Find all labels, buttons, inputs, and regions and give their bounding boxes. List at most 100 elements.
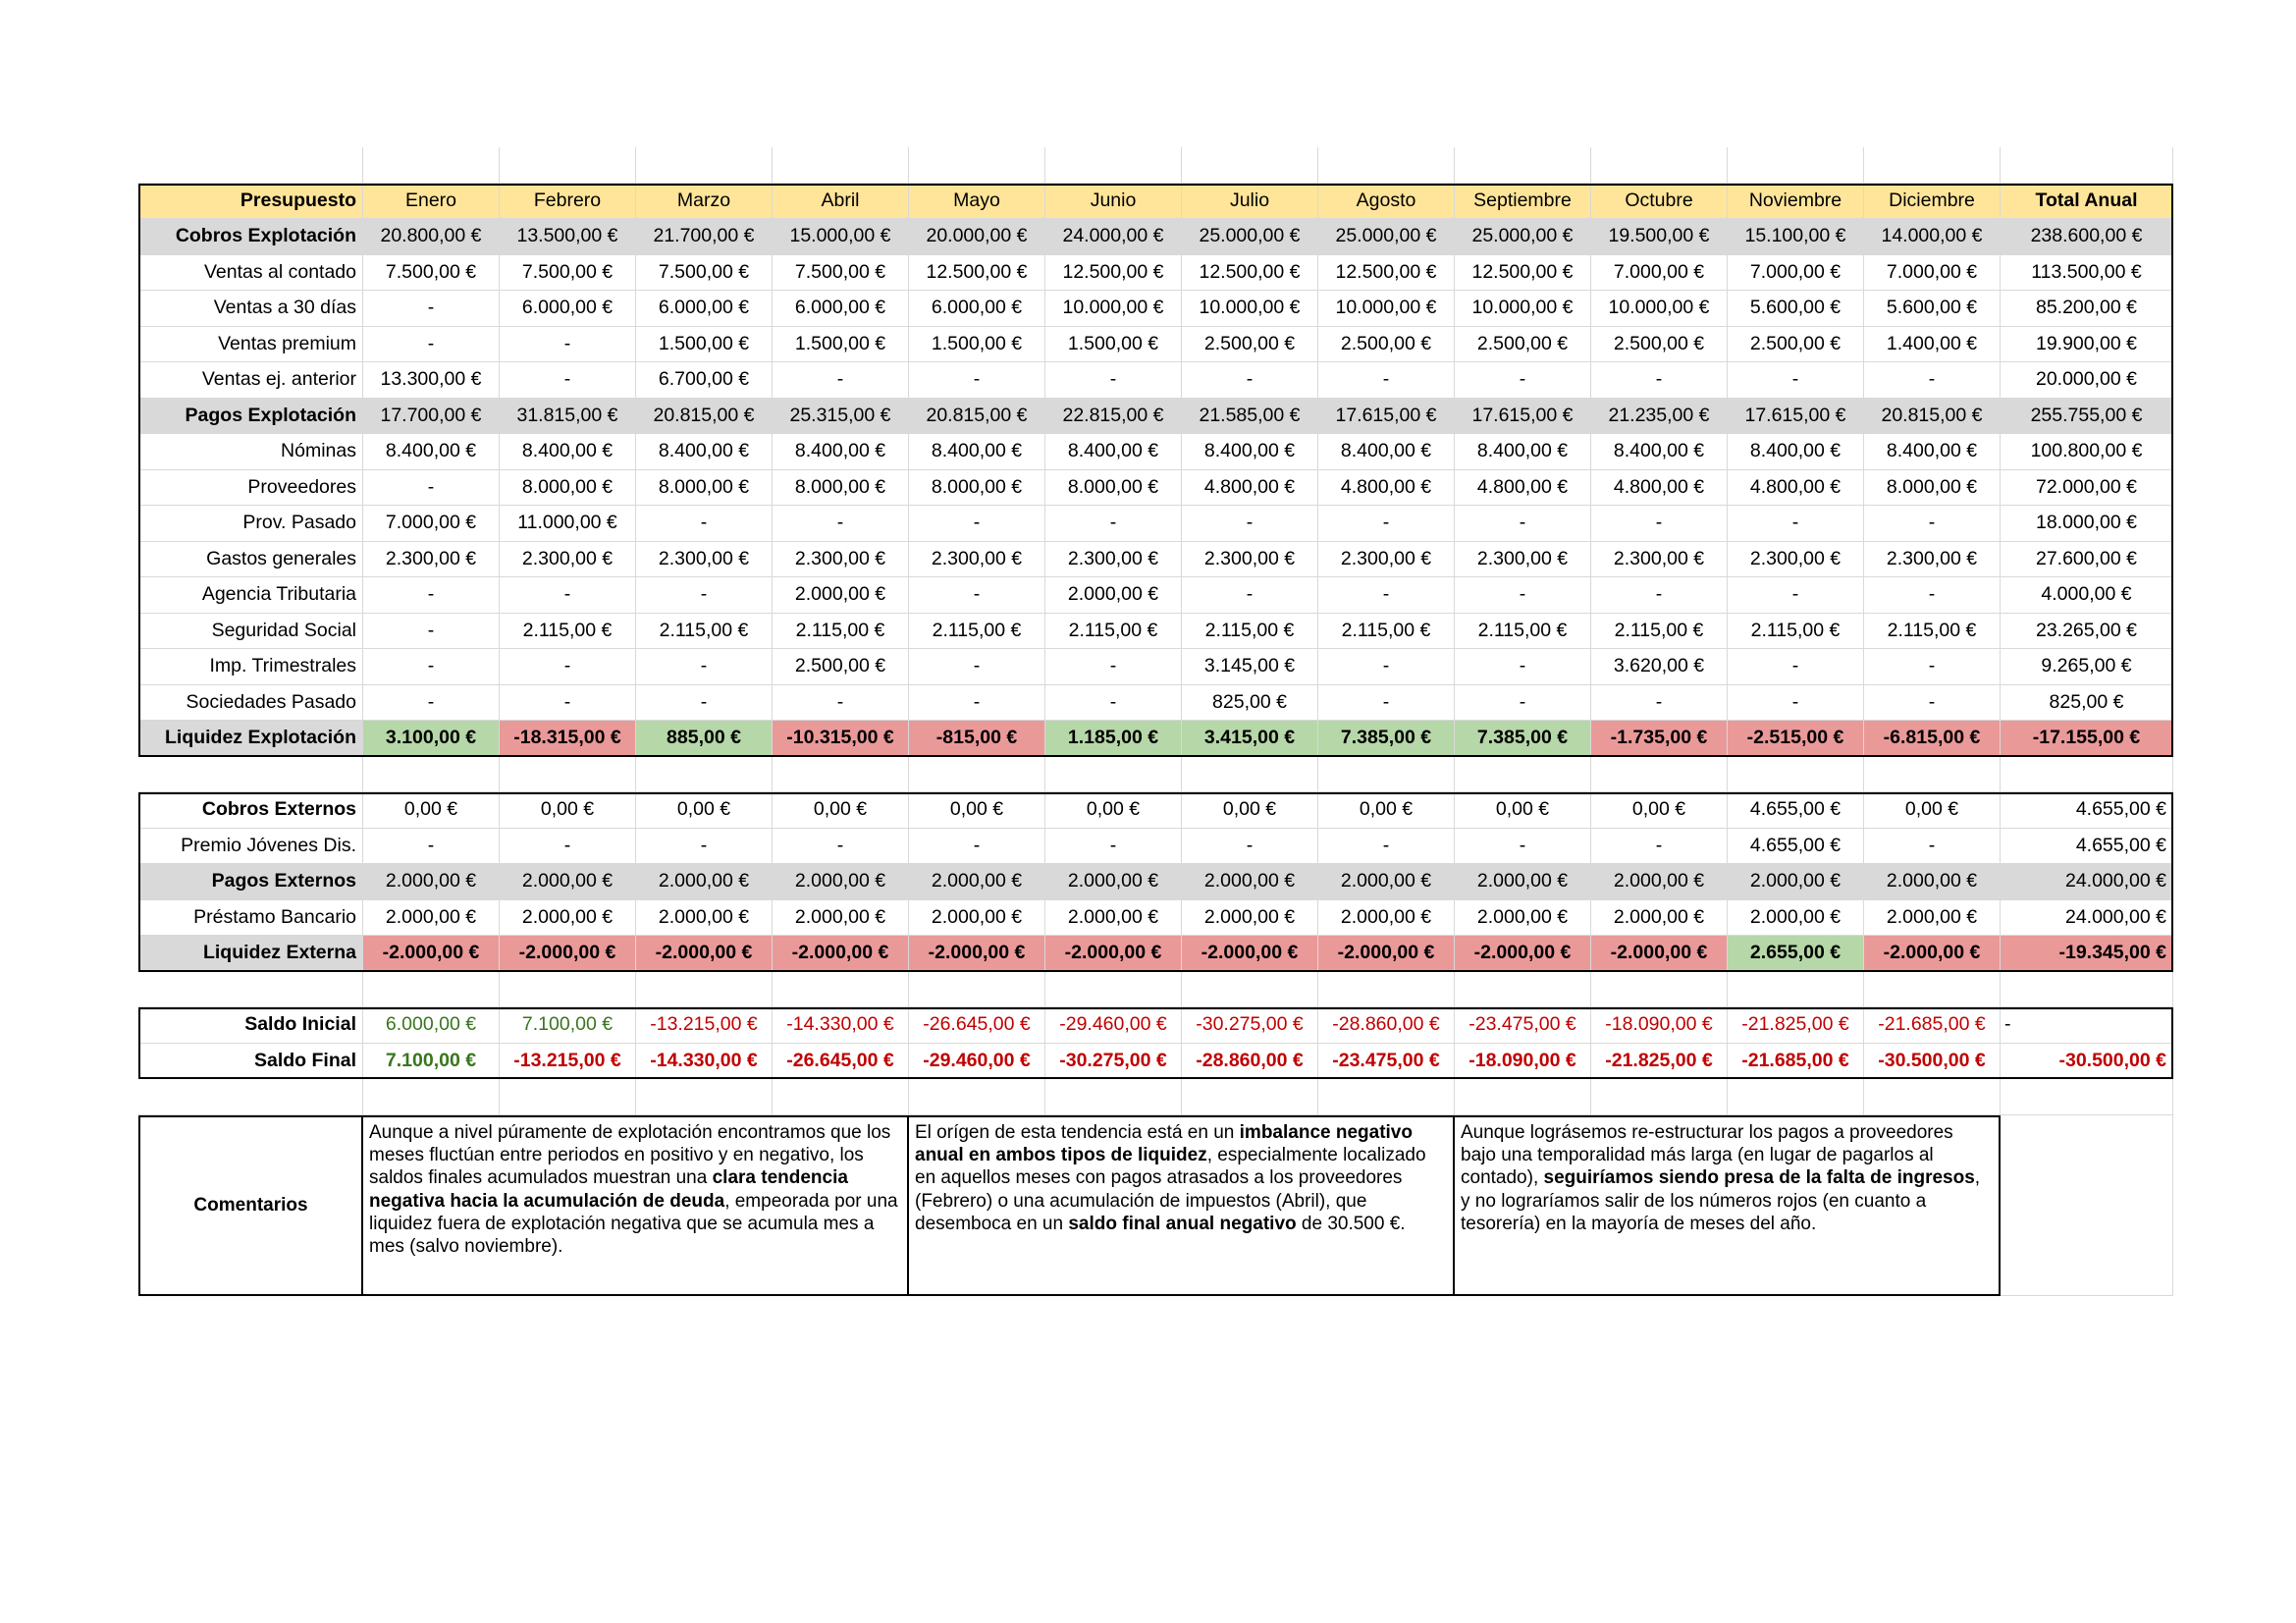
cell-ventas-premium[interactable]: - bbox=[363, 326, 500, 362]
empty-cell[interactable] bbox=[636, 147, 773, 184]
total-saldo-inicial[interactable]: - bbox=[2001, 1007, 2173, 1044]
cell-gastos-generales[interactable]: 2.300,00 € bbox=[1182, 541, 1318, 577]
cell-ventas-30[interactable]: 10.000,00 € bbox=[1591, 291, 1728, 327]
cell-pagos-externos[interactable]: 2.000,00 € bbox=[1182, 864, 1318, 900]
cell-seguridad-social[interactable]: 2.115,00 € bbox=[1455, 613, 1591, 649]
cell-nominas[interactable]: 8.400,00 € bbox=[500, 434, 636, 470]
cell-prestamo-bancario[interactable]: 2.000,00 € bbox=[1318, 899, 1455, 936]
cell-ventas-30[interactable]: 5.600,00 € bbox=[1864, 291, 2001, 327]
header-month[interactable]: Abril bbox=[773, 183, 909, 219]
cell-pagos[interactable]: 17.615,00 € bbox=[1318, 398, 1455, 434]
empty-cell[interactable] bbox=[2001, 756, 2173, 792]
cell-prestamo-bancario[interactable]: 2.000,00 € bbox=[1728, 899, 1864, 936]
cell-liquidez-explotacion[interactable]: -10.315,00 € bbox=[773, 721, 909, 757]
empty-cell[interactable] bbox=[138, 147, 363, 184]
cell-ventas-contado[interactable]: 12.500,00 € bbox=[1318, 254, 1455, 291]
cell-seguridad-social[interactable]: 2.115,00 € bbox=[1318, 613, 1455, 649]
cell-prov-pasado[interactable]: - bbox=[1728, 506, 1864, 542]
cell-nominas[interactable]: 8.400,00 € bbox=[1045, 434, 1182, 470]
cell-saldo-inicial[interactable]: -18.090,00 € bbox=[1591, 1007, 1728, 1044]
cell-saldo-final[interactable]: -13.215,00 € bbox=[500, 1043, 636, 1079]
empty-cell[interactable] bbox=[909, 147, 1045, 184]
cell-pagos-externos[interactable]: 2.000,00 € bbox=[773, 864, 909, 900]
cell-premio-jovenes[interactable]: - bbox=[1318, 828, 1455, 864]
cell-gastos-generales[interactable]: 2.300,00 € bbox=[1318, 541, 1455, 577]
header-total[interactable]: Total Anual bbox=[2001, 183, 2173, 219]
cell-pagos[interactable]: 20.815,00 € bbox=[909, 398, 1045, 434]
cell-liquidez-externa[interactable]: -2.000,00 € bbox=[773, 936, 909, 972]
empty-cell[interactable] bbox=[2001, 971, 2173, 1007]
cell-pagos-externos[interactable]: 2.000,00 € bbox=[1455, 864, 1591, 900]
cell-gastos-generales[interactable]: 2.300,00 € bbox=[1728, 541, 1864, 577]
comment-box-3[interactable]: Aunque lográsemos re-estructurar los pag… bbox=[1453, 1114, 2001, 1296]
cell-sociedades-pasado[interactable]: - bbox=[1318, 684, 1455, 721]
cell-ventas-anterior[interactable]: - bbox=[1728, 362, 1864, 399]
cell-ventas-anterior[interactable]: - bbox=[1318, 362, 1455, 399]
cell-saldo-inicial[interactable]: -30.275,00 € bbox=[1182, 1007, 1318, 1044]
empty-cell[interactable] bbox=[1455, 971, 1591, 1007]
header-month[interactable]: Octubre bbox=[1591, 183, 1728, 219]
row-label-pagos-externos[interactable]: Pagos Externos bbox=[138, 864, 363, 900]
row-label-prestamo-bancario[interactable]: Préstamo Bancario bbox=[138, 899, 363, 936]
cell-prov-pasado[interactable]: - bbox=[909, 506, 1045, 542]
cell-ventas-anterior[interactable]: 6.700,00 € bbox=[636, 362, 773, 399]
cell-sociedades-pasado[interactable]: - bbox=[636, 684, 773, 721]
total-pagos[interactable]: 255.755,00 € bbox=[2001, 398, 2173, 434]
cell-liquidez-explotacion[interactable]: 3.100,00 € bbox=[363, 721, 500, 757]
cell-ventas-premium[interactable]: - bbox=[500, 326, 636, 362]
row-label-saldo-final[interactable]: Saldo Final bbox=[138, 1043, 363, 1079]
cell-proveedores[interactable]: 8.000,00 € bbox=[909, 469, 1045, 506]
cell-prestamo-bancario[interactable]: 2.000,00 € bbox=[363, 899, 500, 936]
cell-liquidez-explotacion[interactable]: -2.515,00 € bbox=[1728, 721, 1864, 757]
cell-saldo-inicial[interactable]: -21.685,00 € bbox=[1864, 1007, 2001, 1044]
cell-prestamo-bancario[interactable]: 2.000,00 € bbox=[1045, 899, 1182, 936]
comment-box-1[interactable]: Aunque a nivel púramente de explotación … bbox=[361, 1114, 909, 1296]
cell-imp-trimestrales[interactable]: - bbox=[500, 649, 636, 685]
cell-saldo-inicial[interactable]: -28.860,00 € bbox=[1318, 1007, 1455, 1044]
cell-ventas-premium[interactable]: 1.500,00 € bbox=[909, 326, 1045, 362]
cell-prov-pasado[interactable]: - bbox=[1455, 506, 1591, 542]
cell-ventas-30[interactable]: 10.000,00 € bbox=[1182, 291, 1318, 327]
empty-cell[interactable] bbox=[773, 1079, 909, 1115]
empty-cell[interactable] bbox=[909, 1079, 1045, 1115]
total-cobros-externos[interactable]: 4.655,00 € bbox=[2001, 792, 2173, 829]
cell-premio-jovenes[interactable]: - bbox=[909, 828, 1045, 864]
empty-cell[interactable] bbox=[500, 147, 636, 184]
cell-cobros-externos[interactable]: 0,00 € bbox=[773, 792, 909, 829]
cell-ventas-anterior[interactable]: - bbox=[1182, 362, 1318, 399]
cell-saldo-final[interactable]: -21.825,00 € bbox=[1591, 1043, 1728, 1079]
cell-gastos-generales[interactable]: 2.300,00 € bbox=[1045, 541, 1182, 577]
header-month[interactable]: Enero bbox=[363, 183, 500, 219]
cell-prestamo-bancario[interactable]: 2.000,00 € bbox=[909, 899, 1045, 936]
row-label-agencia-tributaria[interactable]: Agencia Tributaria bbox=[138, 577, 363, 614]
cell-nominas[interactable]: 8.400,00 € bbox=[1728, 434, 1864, 470]
cell-prov-pasado[interactable]: 11.000,00 € bbox=[500, 506, 636, 542]
cell-nominas[interactable]: 8.400,00 € bbox=[1318, 434, 1455, 470]
empty-cell[interactable] bbox=[636, 756, 773, 792]
cell-ventas-anterior[interactable]: - bbox=[1045, 362, 1182, 399]
cell-liquidez-explotacion[interactable]: 7.385,00 € bbox=[1318, 721, 1455, 757]
cell-ventas-30[interactable]: 5.600,00 € bbox=[1728, 291, 1864, 327]
cell-ventas-30[interactable]: 6.000,00 € bbox=[773, 291, 909, 327]
cell-liquidez-externa[interactable]: -2.000,00 € bbox=[909, 936, 1045, 972]
row-label-liquidez-explotacion[interactable]: Liquidez Explotación bbox=[138, 721, 363, 757]
cell-prestamo-bancario[interactable]: 2.000,00 € bbox=[1182, 899, 1318, 936]
cell-liquidez-externa[interactable]: -2.000,00 € bbox=[1182, 936, 1318, 972]
empty-cell[interactable] bbox=[1591, 147, 1728, 184]
empty-cell[interactable] bbox=[138, 1079, 363, 1115]
cell-ventas-premium[interactable]: 1.500,00 € bbox=[636, 326, 773, 362]
header-month[interactable]: Agosto bbox=[1318, 183, 1455, 219]
cell-prestamo-bancario[interactable]: 2.000,00 € bbox=[636, 899, 773, 936]
empty-cell[interactable] bbox=[1182, 756, 1318, 792]
cell-liquidez-explotacion[interactable]: -18.315,00 € bbox=[500, 721, 636, 757]
cell-ventas-contado[interactable]: 12.500,00 € bbox=[1182, 254, 1318, 291]
header-month[interactable]: Julio bbox=[1182, 183, 1318, 219]
cell-pagos-externos[interactable]: 2.000,00 € bbox=[1864, 864, 2001, 900]
cell-gastos-generales[interactable]: 2.300,00 € bbox=[500, 541, 636, 577]
total-agencia-tributaria[interactable]: 4.000,00 € bbox=[2001, 577, 2173, 614]
cell-pagos-externos[interactable]: 2.000,00 € bbox=[500, 864, 636, 900]
empty-cell[interactable] bbox=[1318, 1079, 1455, 1115]
total-sociedades-pasado[interactable]: 825,00 € bbox=[2001, 684, 2173, 721]
cell-saldo-inicial[interactable]: -29.460,00 € bbox=[1045, 1007, 1182, 1044]
empty-cell[interactable] bbox=[773, 971, 909, 1007]
